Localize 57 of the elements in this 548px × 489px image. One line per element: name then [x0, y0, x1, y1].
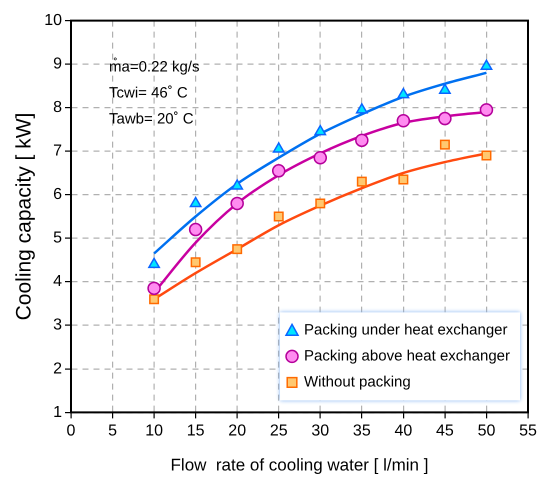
x-tick-label: 45: [436, 422, 454, 440]
point: [438, 84, 451, 94]
x-tick-label: 35: [352, 422, 371, 440]
point: [272, 164, 286, 178]
x-axis-title: Flow rate of cooling water [ l/min ]: [170, 455, 428, 474]
x-tick-label: 20: [228, 422, 246, 440]
annotation: m̊a=0.22 kg/s: [108, 58, 200, 76]
x-tick-label: 15: [186, 422, 205, 440]
point: [147, 282, 161, 296]
x-tick-label: 40: [394, 422, 412, 440]
point: [398, 174, 408, 184]
point: [480, 60, 492, 70]
point: [188, 222, 202, 236]
point: [190, 196, 202, 208]
point: [232, 244, 242, 254]
point: [230, 196, 244, 210]
legend-label: Packing under heat exchanger: [304, 322, 508, 339]
x-tick-label: 25: [270, 422, 288, 440]
point: [396, 114, 410, 128]
point: [314, 150, 328, 164]
y-tick-label: 2: [53, 360, 62, 378]
y-tick-label: 10: [44, 12, 62, 30]
y-tick-label: 5: [53, 230, 62, 247]
legend-label: Without packing: [304, 374, 411, 391]
point: [356, 176, 367, 187]
point: [314, 124, 326, 136]
point: [480, 103, 494, 117]
point: [356, 103, 368, 114]
x-tick-label: 50: [478, 422, 496, 440]
y-tick-label: 9: [53, 56, 62, 73]
y-tick-label: 6: [53, 186, 62, 204]
y-tick-label: 4: [53, 273, 62, 290]
annotation: Tcwi= 46˚ C: [108, 84, 188, 102]
point: [274, 212, 284, 222]
point: [440, 140, 450, 150]
point: [272, 142, 285, 153]
x-tick-label: 10: [145, 422, 164, 440]
point: [149, 294, 160, 304]
point: [231, 179, 244, 190]
x-tick-label: 30: [311, 422, 330, 440]
y-axis-title: Cooling capacity [ kW]: [12, 112, 36, 320]
x-tick-label: 55: [519, 422, 537, 440]
point: [438, 112, 452, 126]
y-tick-label: 8: [53, 99, 62, 116]
x-tick-label: 5: [108, 422, 118, 440]
point: [355, 134, 369, 148]
x-tick-label: 0: [66, 422, 76, 440]
y-tick-label: 7: [53, 142, 62, 160]
point: [481, 150, 492, 161]
point: [148, 258, 160, 268]
y-tick-label: 1: [53, 404, 62, 421]
point: [315, 198, 326, 208]
annotation: Tawb= 20˚ C: [108, 110, 194, 128]
y-tick-label: 3: [53, 316, 62, 334]
legend-label: Packing above heat exchanger: [304, 348, 510, 365]
point: [397, 88, 410, 98]
point: [190, 257, 201, 268]
